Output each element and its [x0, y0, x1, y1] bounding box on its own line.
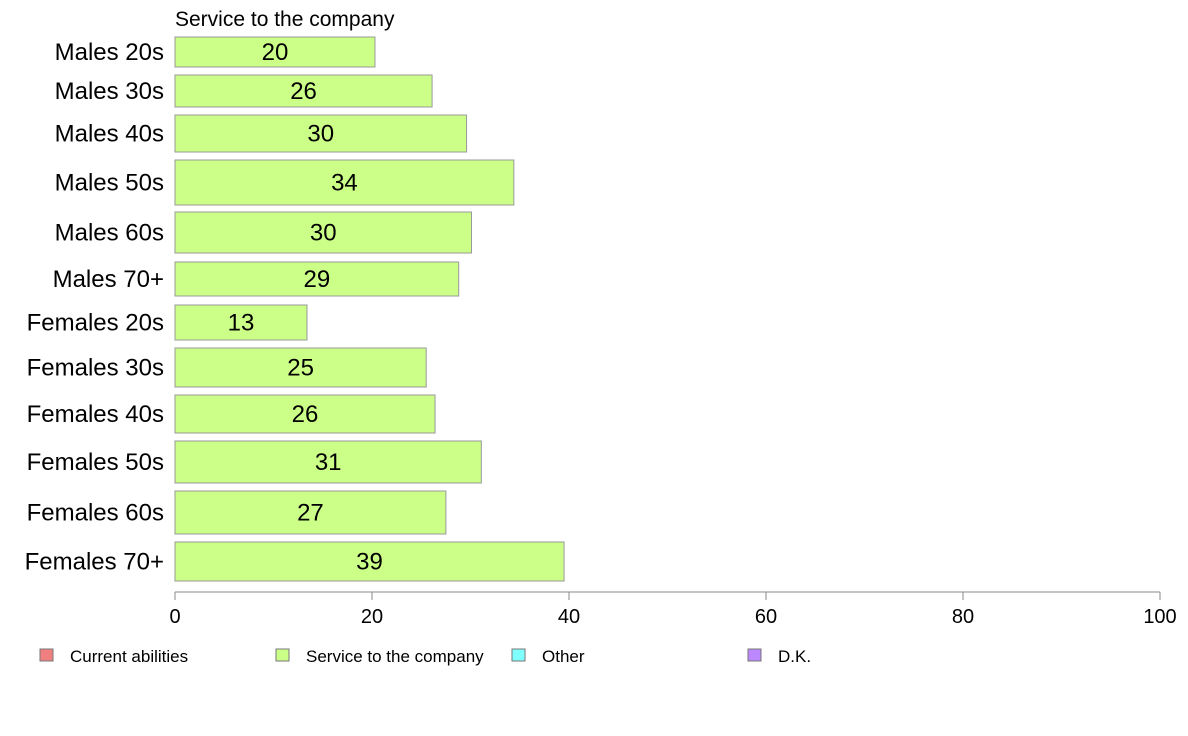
category-label: Males 60s [55, 220, 164, 247]
data-label: 25 [287, 355, 314, 382]
bar [174, 394, 436, 434]
legend-swatch [511, 648, 526, 662]
bar [174, 36, 376, 68]
category-label: Males 20s [55, 39, 164, 66]
legend-label: Service to the company [306, 647, 484, 666]
x-tick-label: 0 [169, 606, 180, 628]
category-label: Females 40s [27, 401, 164, 428]
bar [174, 114, 468, 153]
bars: Males 20s 20 Males 30s 26 Males 40s 30 Males 5… [25, 36, 565, 582]
category-label: Males 50s [55, 170, 164, 197]
bar [174, 159, 515, 206]
category-label: Males 70+ [53, 266, 164, 293]
legend-label: D.K. [778, 647, 811, 666]
bar [174, 347, 427, 388]
data-label: 39 [356, 549, 383, 576]
bar [174, 211, 472, 254]
data-label: 29 [303, 266, 330, 293]
legend-item: D.K. [747, 647, 811, 666]
bar [174, 490, 447, 535]
data-label: 31 [315, 449, 342, 476]
bar [174, 261, 460, 297]
legend-item: Other [511, 647, 585, 666]
category-label: Females 50s [27, 449, 164, 476]
category-label: Females 70+ [25, 549, 164, 576]
category-label: Females 20s [27, 310, 164, 337]
data-label: 27 [297, 500, 324, 527]
x-axis: 0 20 40 60 80 100 [169, 591, 1177, 628]
x-tick-label: 20 [361, 606, 383, 628]
x-tick-label: 40 [558, 606, 580, 628]
data-label: 13 [228, 310, 255, 337]
legend-swatch [747, 648, 762, 662]
x-tick-label: 100 [1143, 606, 1176, 628]
bar [174, 440, 482, 484]
legend-label: Other [542, 647, 585, 666]
legend-item: Service to the company [275, 647, 484, 666]
category-label: Females 30s [27, 355, 164, 382]
x-tick-label: 80 [952, 606, 974, 628]
bar [174, 74, 433, 108]
legend-swatch [39, 648, 54, 662]
bar [174, 541, 565, 582]
series-title: Service to the company [175, 8, 395, 31]
category-label: Males 30s [55, 78, 164, 105]
legend-swatch [275, 648, 290, 662]
data-label: 34 [331, 170, 358, 197]
category-label: Males 40s [55, 121, 164, 148]
data-label: 30 [310, 220, 337, 247]
data-label: 26 [292, 401, 319, 428]
data-label: 26 [290, 78, 317, 105]
legend: Current abilities Service to the company O… [39, 647, 811, 666]
data-label: 30 [307, 121, 334, 148]
legend-label: Current abilities [70, 647, 188, 666]
category-label: Females 60s [27, 500, 164, 527]
data-label: 20 [262, 39, 289, 66]
bar [174, 304, 308, 341]
x-tick-label: 60 [755, 606, 777, 628]
legend-item: Current abilities [39, 647, 188, 666]
